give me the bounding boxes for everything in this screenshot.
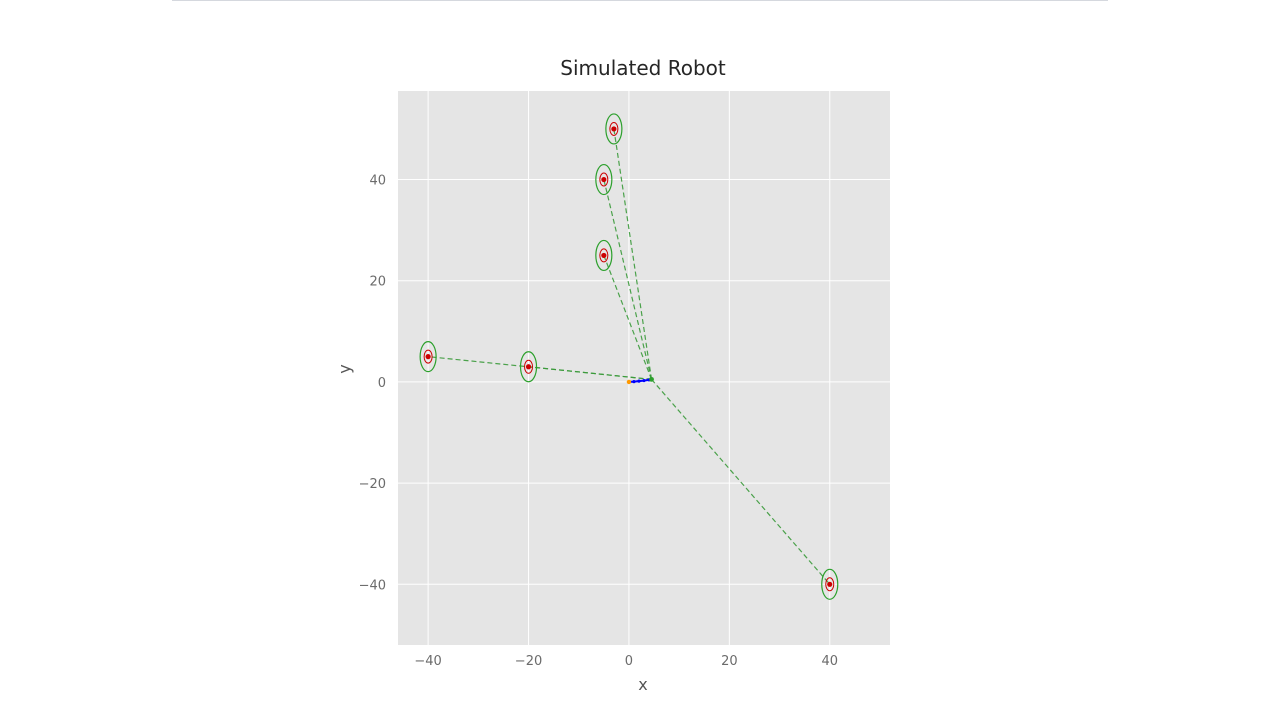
landmark-covariance-ellipse	[821, 568, 839, 600]
x-tick-label: 40	[821, 654, 838, 669]
landmark-covariance-ellipse	[419, 341, 437, 373]
y-tick-label: 20	[369, 275, 386, 290]
robot-path-point	[632, 380, 636, 384]
measurement-line	[528, 366, 652, 380]
y-tick-label: 0	[378, 376, 386, 391]
x-axis-label: x	[638, 675, 647, 694]
landmark-estimate-ellipse	[599, 248, 609, 263]
landmark-estimate-ellipse	[524, 359, 534, 374]
measurement-line	[603, 179, 653, 380]
landmark-point	[611, 126, 617, 132]
x-tick-label: 0	[625, 654, 633, 669]
x-tick-label: 20	[721, 654, 738, 669]
landmark-point	[525, 364, 532, 370]
robot-path-point	[637, 379, 641, 383]
plot-background	[398, 91, 890, 645]
chart-title: Simulated Robot	[560, 56, 726, 80]
landmark-estimate-ellipse	[825, 577, 835, 592]
y-tick-label: −40	[359, 578, 386, 593]
robot-start-marker	[626, 379, 632, 385]
y-tick-label: 40	[369, 174, 386, 189]
landmark-covariance-ellipse	[595, 239, 613, 272]
landmark-point	[425, 354, 431, 360]
robot-pose-marker	[649, 376, 654, 382]
top-divider	[172, 0, 1108, 1]
y-axis-label: y	[335, 364, 354, 373]
landmark-estimate-ellipse	[599, 172, 609, 187]
measurement-line	[651, 378, 831, 585]
landmark-covariance-ellipse	[519, 351, 538, 383]
landmark-point	[827, 581, 833, 587]
x-tick-label: −20	[515, 654, 542, 669]
landmark-point	[601, 252, 607, 259]
y-tick-label: −20	[359, 477, 386, 492]
measurement-line	[613, 128, 653, 380]
landmark-estimate-ellipse	[423, 349, 433, 364]
landmark-estimate-ellipse	[609, 121, 619, 136]
landmark-point	[601, 176, 607, 183]
landmark-covariance-ellipse	[595, 163, 613, 196]
measurement-line	[603, 255, 653, 380]
robot-path-point	[642, 379, 646, 383]
x-tick-label: −40	[414, 654, 441, 669]
landmark-covariance-ellipse	[605, 113, 623, 145]
